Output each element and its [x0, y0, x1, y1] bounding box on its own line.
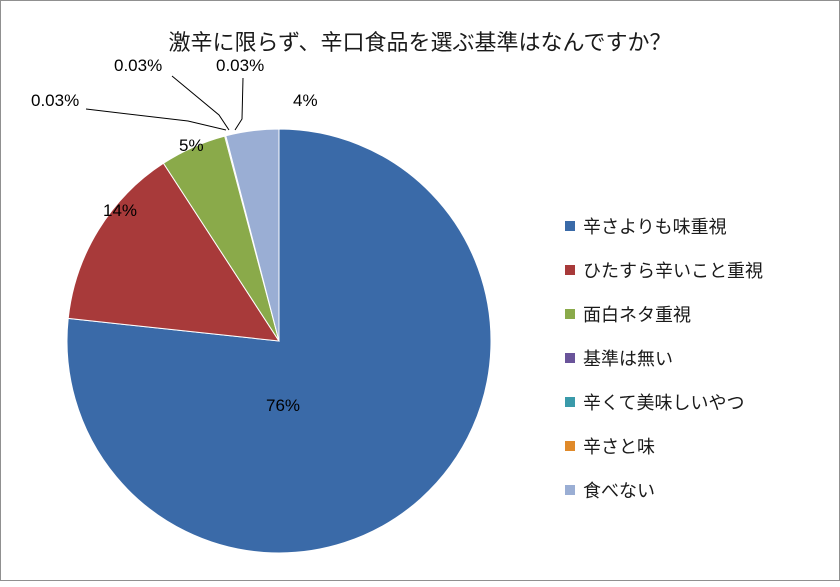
- slice-data-label: 76%: [266, 396, 300, 415]
- slice-data-label: 4%: [293, 91, 318, 110]
- legend-swatch: [565, 265, 575, 275]
- leader-line: [86, 109, 226, 130]
- slice-data-label: 0.03%: [31, 91, 79, 110]
- legend-swatch: [565, 441, 575, 451]
- legend-swatch: [565, 485, 575, 495]
- pie-chart-container: 激辛に限らず、辛口食品を選ぶ基準はなんですか？ 76% 14% 5% 0.03% 0.0…: [0, 0, 840, 581]
- legend-label: ひたすら辛いこと重視: [583, 257, 763, 283]
- legend-swatch: [565, 353, 575, 363]
- leader-line: [172, 76, 229, 130]
- legend-label: 辛くて美味しいやつ: [583, 389, 744, 415]
- slice-data-label: 5%: [179, 136, 204, 155]
- slice-data-label: 0.03%: [114, 56, 162, 75]
- legend-swatch: [565, 397, 575, 407]
- legend-item: 辛さよりも味重視: [565, 213, 763, 239]
- slice-data-label: 14%: [103, 201, 137, 220]
- legend-item: 面白ネタ重視: [565, 301, 763, 327]
- legend-item: ひたすら辛いこと重視: [565, 257, 763, 283]
- leader-line: [235, 78, 243, 130]
- chart-legend: 辛さよりも味重視ひたすら辛いこと重視面白ネタ重視基準は無い辛くて美味しいやつ辛さ…: [565, 213, 763, 521]
- legend-label: 基準は無い: [583, 345, 673, 371]
- legend-label: 辛さよりも味重視: [583, 213, 727, 239]
- legend-swatch: [565, 221, 575, 231]
- legend-item: 辛さと味: [565, 433, 763, 459]
- legend-label: 辛さと味: [583, 433, 655, 459]
- legend-label: 食べない: [583, 477, 655, 503]
- slice-data-label: 0.03%: [216, 56, 264, 75]
- legend-label: 面白ネタ重視: [583, 301, 691, 327]
- legend-item: 基準は無い: [565, 345, 763, 371]
- legend-swatch: [565, 309, 575, 319]
- legend-item: 食べない: [565, 477, 763, 503]
- legend-item: 辛くて美味しいやつ: [565, 389, 763, 415]
- chart-title: 激辛に限らず、辛口食品を選ぶ基準はなんですか？: [1, 25, 839, 57]
